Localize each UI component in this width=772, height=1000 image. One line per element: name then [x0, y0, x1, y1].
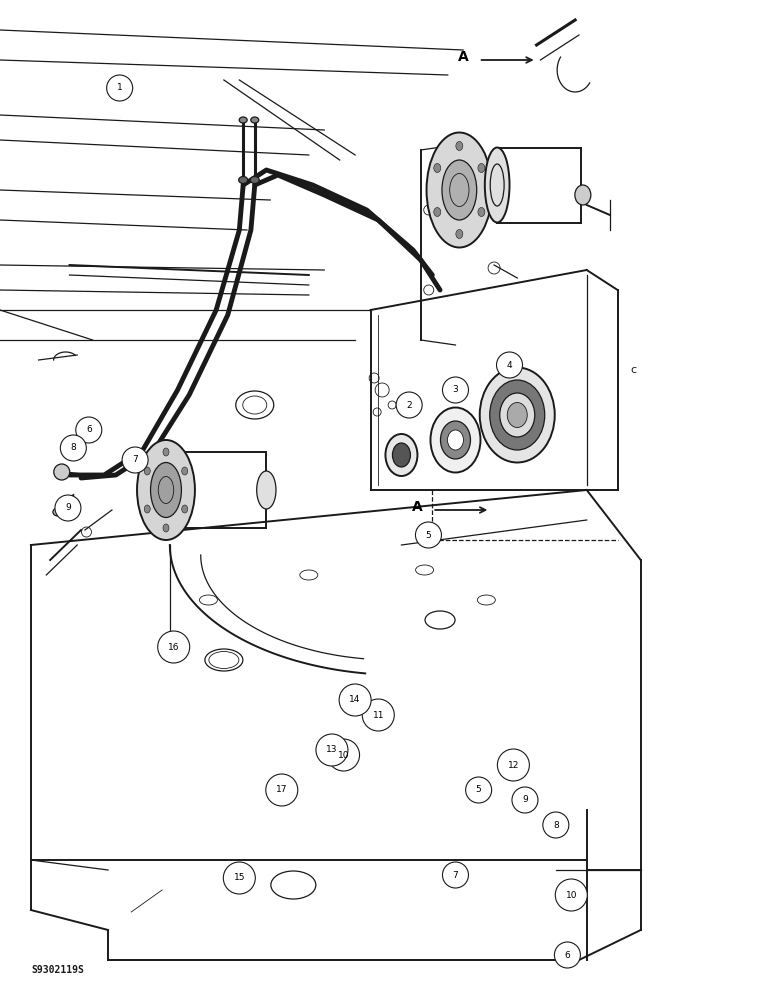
Ellipse shape [53, 508, 63, 516]
Text: 17: 17 [276, 786, 287, 794]
Text: 10: 10 [566, 890, 577, 900]
Text: 11: 11 [373, 710, 384, 720]
Text: 2: 2 [406, 400, 412, 410]
Ellipse shape [434, 208, 441, 217]
Text: 1: 1 [117, 84, 123, 93]
Ellipse shape [144, 505, 151, 513]
Text: 7: 7 [452, 870, 459, 880]
Circle shape [339, 684, 371, 716]
Text: 13: 13 [327, 746, 337, 754]
Ellipse shape [151, 462, 181, 518]
Text: 12: 12 [508, 760, 519, 770]
Ellipse shape [385, 434, 418, 476]
Circle shape [415, 522, 442, 548]
Ellipse shape [251, 117, 259, 123]
Ellipse shape [256, 471, 276, 509]
Ellipse shape [137, 440, 195, 540]
Text: 14: 14 [350, 696, 361, 704]
Circle shape [76, 417, 102, 443]
Ellipse shape [478, 163, 485, 172]
Text: 9: 9 [65, 504, 71, 512]
Circle shape [442, 377, 469, 403]
Circle shape [54, 464, 69, 480]
Text: 3: 3 [452, 385, 459, 394]
Circle shape [157, 631, 190, 663]
Ellipse shape [239, 176, 248, 184]
Text: 15: 15 [234, 874, 245, 882]
Text: 8: 8 [553, 820, 559, 830]
Text: 8: 8 [70, 444, 76, 452]
Circle shape [554, 942, 581, 968]
Text: 7: 7 [132, 456, 138, 464]
Circle shape [512, 787, 538, 813]
Circle shape [122, 447, 148, 473]
Text: 5: 5 [476, 786, 482, 794]
Text: A: A [458, 50, 469, 64]
Text: A: A [411, 500, 422, 514]
Circle shape [223, 862, 256, 894]
Ellipse shape [431, 408, 480, 473]
Text: 9: 9 [522, 796, 528, 804]
Circle shape [496, 352, 523, 378]
Circle shape [497, 749, 530, 781]
Ellipse shape [448, 430, 463, 450]
Ellipse shape [455, 230, 463, 238]
Circle shape [442, 862, 469, 888]
Ellipse shape [392, 443, 411, 467]
Ellipse shape [575, 185, 591, 205]
Ellipse shape [485, 147, 510, 223]
Ellipse shape [434, 163, 441, 172]
Circle shape [266, 774, 298, 806]
Ellipse shape [455, 141, 463, 150]
Text: S9302119S: S9302119S [31, 965, 83, 975]
Circle shape [55, 495, 81, 521]
Ellipse shape [441, 421, 470, 459]
Text: 6: 6 [564, 950, 571, 960]
Ellipse shape [163, 448, 169, 456]
Ellipse shape [181, 505, 188, 513]
Text: 10: 10 [338, 750, 349, 760]
Ellipse shape [489, 380, 545, 450]
Ellipse shape [144, 467, 151, 475]
Circle shape [316, 734, 348, 766]
Ellipse shape [479, 367, 555, 462]
Text: 4: 4 [506, 360, 513, 369]
Text: c: c [630, 365, 636, 375]
Ellipse shape [181, 467, 188, 475]
Circle shape [107, 75, 133, 101]
Ellipse shape [163, 524, 169, 532]
Ellipse shape [442, 160, 477, 220]
Text: 6: 6 [86, 426, 92, 434]
Circle shape [466, 777, 492, 803]
Ellipse shape [478, 208, 485, 217]
Ellipse shape [239, 117, 247, 123]
Text: 5: 5 [425, 530, 432, 540]
Ellipse shape [507, 402, 527, 428]
Ellipse shape [426, 132, 493, 247]
Ellipse shape [250, 176, 259, 184]
Text: 16: 16 [168, 643, 179, 652]
Circle shape [362, 699, 394, 731]
Circle shape [327, 739, 360, 771]
Circle shape [555, 879, 587, 911]
Circle shape [60, 435, 86, 461]
Circle shape [396, 392, 422, 418]
Ellipse shape [499, 393, 535, 437]
Circle shape [543, 812, 569, 838]
